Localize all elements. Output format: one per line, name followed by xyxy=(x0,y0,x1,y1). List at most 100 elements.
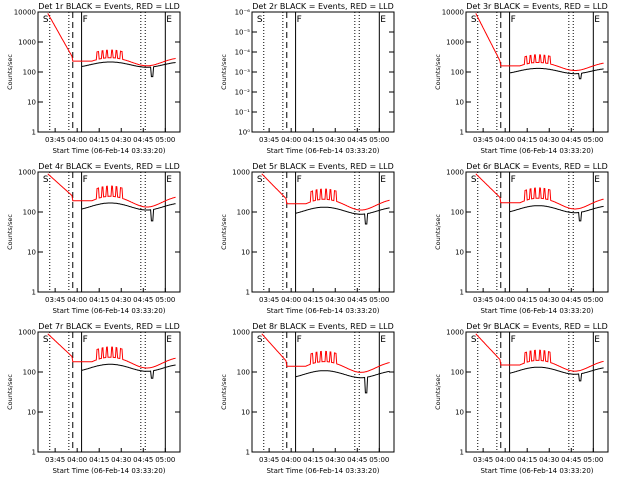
panel-det-1: Det 1r BLACK = Events, RED = LLD Counts/s… xyxy=(6,2,181,155)
x-tick-label: 04:45 xyxy=(347,296,367,304)
series-line-red-lld xyxy=(47,173,176,208)
y-axis-label: Counts/sec xyxy=(434,54,442,90)
x-tick-label: 03:45 xyxy=(473,296,493,304)
x-tick-label: 04:30 xyxy=(539,296,559,304)
y-tick-label: 100 xyxy=(23,209,36,217)
marker-label-e: E xyxy=(594,175,600,185)
y-axis-label: Counts/sec xyxy=(434,214,442,250)
x-tick-label: 04:15 xyxy=(517,296,537,304)
x-tick-label: 04:30 xyxy=(325,456,345,464)
chart-title: Det 4r BLACK = Events, RED = LLD xyxy=(38,162,180,171)
y-tick-label: 10⁻⁶ xyxy=(235,9,251,17)
x-tick-label: 04:30 xyxy=(111,296,131,304)
y-tick-label: 10⁻² xyxy=(235,89,251,97)
x-tick-label: 04:30 xyxy=(539,136,559,144)
series-line-black-events xyxy=(81,363,176,379)
y-tick-label: 1000 xyxy=(446,169,464,177)
x-tick-label: 05:00 xyxy=(369,296,389,304)
y-tick-label: 1000 xyxy=(18,169,36,177)
y-tick-label: 10⁻³ xyxy=(235,69,251,77)
x-tick-label: 04:45 xyxy=(347,456,367,464)
y-tick-label: 100 xyxy=(23,369,36,377)
series-line-red-lld xyxy=(47,13,176,67)
marker-label-s: S xyxy=(471,175,477,185)
y-tick-label: 1000 xyxy=(18,39,36,47)
y-tick-label: 1 xyxy=(460,129,464,137)
y-tick-label: 1 xyxy=(32,289,36,297)
y-tick-label: 10 xyxy=(455,99,464,107)
x-tick-label: 04:00 xyxy=(495,136,515,144)
panel-det-7: Det 7r BLACK = Events, RED = LLD Counts/s… xyxy=(6,322,181,475)
y-tick-label: 10 xyxy=(27,249,36,257)
x-tick-label: 05:00 xyxy=(583,136,603,144)
series-line-black-events xyxy=(81,61,176,78)
x-tick-label: 04:00 xyxy=(281,136,301,144)
y-tick-label: 100 xyxy=(451,369,464,377)
plot-frame xyxy=(465,331,609,453)
series-line-red-lld xyxy=(475,13,604,71)
x-axis-label: Start Time (06-Feb-14 03:33:20) xyxy=(52,307,165,315)
y-tick-label: 10 xyxy=(27,409,36,417)
x-tick-label: 04:30 xyxy=(111,136,131,144)
y-tick-label: 10 xyxy=(27,99,36,107)
x-tick-label: 04:15 xyxy=(89,136,109,144)
series-line-black-events xyxy=(509,205,604,222)
y-tick-label: 1000 xyxy=(232,329,250,337)
marker-label-f: F xyxy=(511,175,516,185)
series-line-black-events xyxy=(509,67,604,80)
marker-label-e: E xyxy=(166,335,172,345)
y-tick-label: 10⁻⁴ xyxy=(235,49,251,57)
plot-frame xyxy=(37,11,181,133)
x-tick-label: 04:00 xyxy=(281,456,301,464)
x-tick-label: 03:45 xyxy=(473,136,493,144)
x-tick-label: 04:45 xyxy=(561,456,581,464)
x-tick-label: 04:15 xyxy=(89,296,109,304)
marker-label-e: E xyxy=(380,15,386,25)
marker-label-e: E xyxy=(594,15,600,25)
series-line-red-lld xyxy=(47,333,176,369)
plot-frame xyxy=(37,171,181,293)
series-line-black-events xyxy=(81,202,176,222)
chart-title: Det 3r BLACK = Events, RED = LLD xyxy=(466,2,608,11)
x-tick-label: 04:15 xyxy=(303,456,323,464)
series-line-black-events xyxy=(295,370,390,394)
x-tick-label: 04:30 xyxy=(325,296,345,304)
marker-label-e: E xyxy=(380,335,386,345)
marker-label-s: S xyxy=(257,175,263,185)
x-tick-label: 03:45 xyxy=(473,456,493,464)
x-tick-label: 03:45 xyxy=(45,296,65,304)
y-tick-label: 10000 xyxy=(442,9,464,17)
panel-det-9: Det 9r BLACK = Events, RED = LLD Counts/s… xyxy=(434,322,609,475)
series-line-red-lld xyxy=(475,333,604,372)
chart-title: Det 1r BLACK = Events, RED = LLD xyxy=(38,2,180,11)
x-tick-label: 05:00 xyxy=(155,456,175,464)
panel-det-3: Det 3r BLACK = Events, RED = LLD Counts/s… xyxy=(434,2,609,155)
y-tick-label: 1 xyxy=(460,289,464,297)
marker-label-f: F xyxy=(83,175,88,185)
x-tick-label: 04:45 xyxy=(133,456,153,464)
y-axis-label: Counts/sec xyxy=(6,374,14,410)
y-tick-label: 1000 xyxy=(446,329,464,337)
x-tick-label: 04:00 xyxy=(67,296,87,304)
panel-det-4: Det 4r BLACK = Events, RED = LLD Counts/s… xyxy=(6,162,181,315)
marker-label-s: S xyxy=(257,15,263,25)
y-tick-label: 1000 xyxy=(18,329,36,337)
y-tick-label: 10⁻⁵ xyxy=(235,29,251,37)
x-tick-label: 05:00 xyxy=(369,456,389,464)
series-line-black-events xyxy=(295,206,390,225)
x-tick-label: 03:45 xyxy=(45,136,65,144)
y-tick-label: 10⁻¹ xyxy=(235,109,251,117)
y-tick-label: 10 xyxy=(455,409,464,417)
x-tick-label: 04:15 xyxy=(89,456,109,464)
x-tick-label: 04:00 xyxy=(495,456,515,464)
y-tick-label: 100 xyxy=(237,369,250,377)
chart-title: Det 9r BLACK = Events, RED = LLD xyxy=(466,322,608,331)
marker-label-e: E xyxy=(594,335,600,345)
y-tick-label: 1 xyxy=(246,449,250,457)
y-tick-label: 10 xyxy=(241,409,250,417)
series-line-red-lld xyxy=(475,173,604,210)
marker-label-s: S xyxy=(43,335,49,345)
x-tick-label: 04:00 xyxy=(67,456,87,464)
plot-frame xyxy=(251,11,395,133)
y-tick-label: 10000 xyxy=(14,9,36,17)
